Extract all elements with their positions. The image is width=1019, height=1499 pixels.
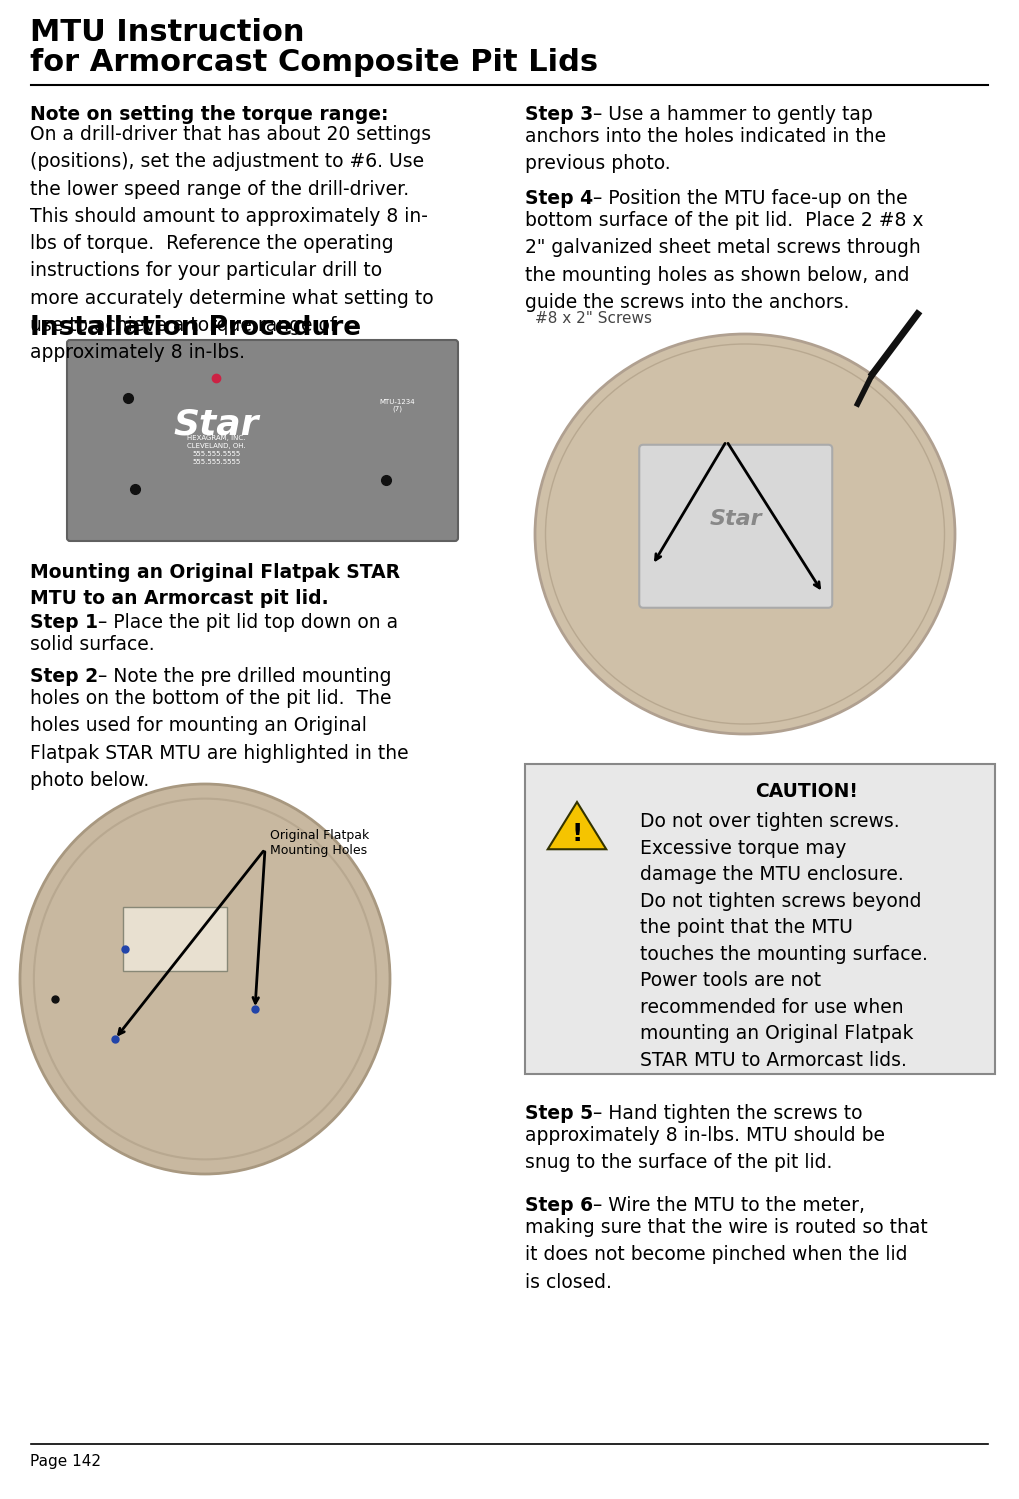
Ellipse shape xyxy=(20,784,390,1174)
Text: Page 142: Page 142 xyxy=(30,1454,101,1469)
Text: – Use a hammer to gently tap: – Use a hammer to gently tap xyxy=(587,105,872,124)
FancyBboxPatch shape xyxy=(67,340,458,541)
Text: bottom surface of the pit lid.  Place 2 #8 x
2" galvanized sheet metal screws th: bottom surface of the pit lid. Place 2 #… xyxy=(525,211,923,312)
Text: #8 x 2" Screws: #8 x 2" Screws xyxy=(535,310,652,325)
Text: solid surface.: solid surface. xyxy=(30,636,155,654)
FancyBboxPatch shape xyxy=(525,764,995,1073)
Text: Star: Star xyxy=(709,508,762,529)
Text: approximately 8 in-lbs. MTU should be
snug to the surface of the pit lid.: approximately 8 in-lbs. MTU should be sn… xyxy=(525,1126,884,1172)
FancyBboxPatch shape xyxy=(639,445,833,607)
Text: Star: Star xyxy=(173,408,259,442)
Text: Mounting an Original Flatpak STAR
MTU to an Armorcast pit lid.: Mounting an Original Flatpak STAR MTU to… xyxy=(30,564,400,607)
Text: Do not over tighten screws.
Excessive torque may
damage the MTU enclosure.
Do no: Do not over tighten screws. Excessive to… xyxy=(640,812,928,1069)
Text: – Position the MTU face-up on the: – Position the MTU face-up on the xyxy=(587,189,908,208)
Text: Original Flatpak
Mounting Holes: Original Flatpak Mounting Holes xyxy=(270,829,369,857)
Text: Step 6: Step 6 xyxy=(525,1196,593,1216)
Text: making sure that the wire is routed so that
it does not become pinched when the : making sure that the wire is routed so t… xyxy=(525,1219,927,1292)
Text: holes on the bottom of the pit lid.  The
holes used for mounting an Original
Fla: holes on the bottom of the pit lid. The … xyxy=(30,690,409,790)
FancyBboxPatch shape xyxy=(123,907,227,971)
Text: – Hand tighten the screws to: – Hand tighten the screws to xyxy=(587,1103,862,1123)
Ellipse shape xyxy=(535,334,955,735)
Text: !: ! xyxy=(572,821,583,845)
Text: for Armorcast Composite Pit Lids: for Armorcast Composite Pit Lids xyxy=(30,48,598,76)
Text: Step 2: Step 2 xyxy=(30,667,98,687)
Text: On a drill-driver that has about 20 settings
(positions), set the adjustment to : On a drill-driver that has about 20 sett… xyxy=(30,124,434,361)
Text: CAUTION!: CAUTION! xyxy=(755,782,858,800)
Text: – Place the pit lid top down on a: – Place the pit lid top down on a xyxy=(92,613,398,633)
Text: Step 1: Step 1 xyxy=(30,613,98,633)
Text: HEXAGRAM, INC.
CLEVELAND, OH.
555.555.5555
555.555.5555: HEXAGRAM, INC. CLEVELAND, OH. 555.555.55… xyxy=(187,435,246,465)
Text: Step 4: Step 4 xyxy=(525,189,593,208)
Text: Step 3: Step 3 xyxy=(525,105,593,124)
Text: – Note the pre drilled mounting: – Note the pre drilled mounting xyxy=(92,667,391,687)
Text: MTU Instruction: MTU Instruction xyxy=(30,18,305,46)
Text: – Wire the MTU to the meter,: – Wire the MTU to the meter, xyxy=(587,1196,865,1216)
Text: Step 5: Step 5 xyxy=(525,1103,593,1123)
Text: MTU-1234
(7): MTU-1234 (7) xyxy=(379,399,415,412)
Polygon shape xyxy=(548,802,606,850)
Text: Note on setting the torque range:: Note on setting the torque range: xyxy=(30,105,388,124)
Text: anchors into the holes indicated in the
previous photo.: anchors into the holes indicated in the … xyxy=(525,127,887,174)
Text: Installation Procedure: Installation Procedure xyxy=(30,315,361,340)
